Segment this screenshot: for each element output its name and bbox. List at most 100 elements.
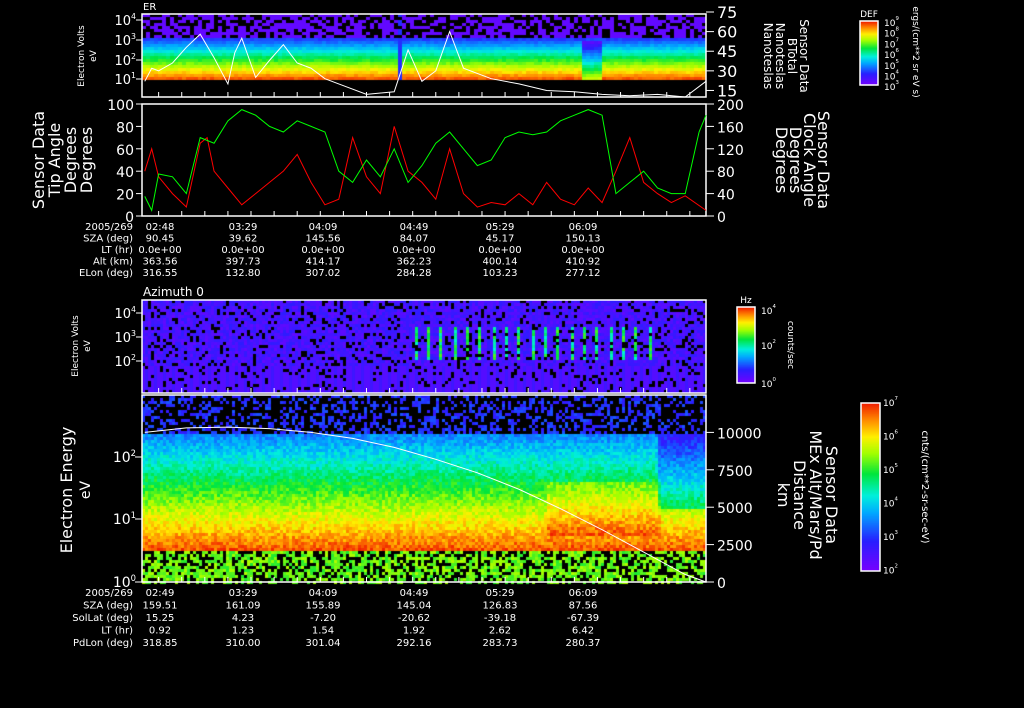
table-cell: -7.20 — [310, 613, 336, 624]
table-cell: 45.17 — [486, 234, 515, 245]
panel-er-frame — [142, 14, 706, 97]
table-cell: 15.25 — [146, 613, 175, 624]
y-axis-label: Electron Volts — [71, 315, 81, 377]
table-cell: 363.56 — [143, 257, 178, 268]
y-axis-units: eV — [89, 49, 99, 62]
table-cell: 03:29 — [229, 588, 258, 599]
y2-tick-label: 60 — [717, 23, 737, 42]
table-cell: 316.55 — [143, 268, 178, 279]
table-row-label: LT (hr) — [101, 626, 133, 637]
y-axis-label: Electron Energy — [57, 427, 76, 554]
table-cell: 0.92 — [149, 626, 171, 637]
tip-angle-line — [145, 126, 706, 210]
colorbar-tick-label: 104 — [883, 497, 898, 510]
y2-tick-label: 75 — [717, 3, 737, 22]
table-cell: 301.04 — [306, 638, 341, 649]
table-cell: 0.0e+00 — [301, 245, 344, 256]
y2-tick-label: 200 — [717, 98, 744, 114]
table-cell: 4.23 — [232, 613, 254, 624]
table-cell: 0.0e+00 — [478, 245, 521, 256]
y-tick-label: 102 — [114, 52, 136, 69]
table-cell: 39.62 — [229, 234, 258, 245]
y-axis-label: Degrees — [77, 127, 96, 194]
y2-tick-label: 10000 — [717, 426, 762, 442]
table-cell: 02:48 — [146, 222, 175, 233]
panel-azimuth-frame — [142, 300, 706, 393]
table-cell: 06:09 — [569, 588, 598, 599]
table-cell: 1.23 — [232, 626, 254, 637]
panel-azimuth-title: Azimuth 0 — [143, 285, 204, 299]
table-row-label: SZA (deg) — [83, 234, 133, 245]
y-tick-label: 101 — [113, 510, 136, 528]
table-cell: 161.09 — [226, 601, 261, 612]
colorbar-tick-label: 102 — [761, 339, 776, 352]
table-cell: 2.62 — [489, 626, 511, 637]
table-cell: 03:29 — [229, 222, 258, 233]
y2-tick-label: 160 — [717, 120, 744, 136]
y-tick-label: 104 — [114, 305, 136, 322]
y2-axis-label: Nanoteslas — [761, 23, 775, 90]
colorbar-tick-label: 103 — [883, 530, 898, 543]
table-cell: 145.04 — [397, 601, 432, 612]
table-cell: 400.14 — [483, 257, 518, 268]
panel-angles-frame — [142, 104, 706, 216]
table-row-label: ELon (deg) — [79, 268, 133, 279]
table-cell: 150.13 — [566, 234, 601, 245]
y2-tick-label: 80 — [717, 165, 735, 181]
y-tick-label: 101 — [114, 71, 136, 88]
colorbar-cnts — [861, 403, 880, 571]
table-cell: 277.12 — [566, 268, 601, 279]
y-tick-label: 103 — [114, 32, 136, 49]
table-row-label: LT (hr) — [101, 245, 133, 256]
table-row-label: Alt (km) — [93, 257, 133, 268]
table-cell: -39.18 — [484, 613, 516, 624]
table-row-label: 2005/269 — [85, 222, 133, 233]
table-cell: 05:29 — [486, 588, 515, 599]
table-cell: 132.80 — [226, 268, 261, 279]
table-cell: 310.00 — [226, 638, 261, 649]
table-row-label: SZA (deg) — [83, 601, 133, 612]
y2-tick-label: 0 — [717, 210, 726, 226]
y2-axis-label: Degrees — [772, 127, 791, 194]
table-cell: -20.62 — [398, 613, 430, 624]
colorbar-def — [860, 21, 878, 85]
table-cell: 1.54 — [312, 626, 334, 637]
y2-tick-label: 40 — [717, 188, 735, 204]
colorbar-tick-label: 100 — [761, 377, 776, 390]
table-cell: 04:09 — [309, 588, 338, 599]
table-cell: 6.42 — [572, 626, 594, 637]
table-cell: 02:49 — [146, 588, 175, 599]
colorbar-tick-label: 102 — [883, 564, 898, 577]
y-tick-label: 20 — [116, 188, 134, 204]
table-cell: 307.02 — [306, 268, 341, 279]
y-axis-units: eV — [83, 339, 93, 352]
table-cell: 04:49 — [400, 588, 429, 599]
y-tick-label: 103 — [114, 329, 136, 346]
table-cell: 280.37 — [566, 638, 601, 649]
table-row-label: PdLon (deg) — [73, 638, 133, 649]
table-row-label: SolLat (deg) — [72, 613, 133, 624]
table-cell: 90.45 — [146, 234, 175, 245]
table-cell: 410.92 — [566, 257, 601, 268]
y-tick-label: 40 — [116, 165, 134, 181]
colorbar-units: cnts/(cm**2-sr-sec-eV) — [919, 430, 930, 543]
y2-tick-label: 7500 — [717, 464, 753, 480]
table-cell: 84.07 — [400, 234, 429, 245]
clock-angle-line — [145, 110, 706, 211]
colorbar-title: DEF — [860, 10, 878, 20]
y2-axis-label: km — [774, 483, 793, 508]
table-cell: 87.56 — [569, 601, 598, 612]
table-cell: 05:29 — [486, 222, 515, 233]
btotal-line — [145, 32, 706, 97]
y2-tick-label: 2500 — [717, 539, 753, 555]
panel-er-title: ER — [143, 2, 156, 13]
table-cell: 362.23 — [397, 257, 432, 268]
y-axis-label: Electron Volts — [77, 25, 87, 87]
table-cell: 0.0e+00 — [221, 245, 264, 256]
table-cell: 292.16 — [397, 638, 432, 649]
y2-tick-label: 120 — [717, 143, 744, 159]
table-cell: 126.83 — [483, 601, 518, 612]
y2-tick-label: 30 — [717, 62, 737, 81]
table-cell: -67.39 — [567, 613, 599, 624]
table-cell: 284.28 — [397, 268, 432, 279]
